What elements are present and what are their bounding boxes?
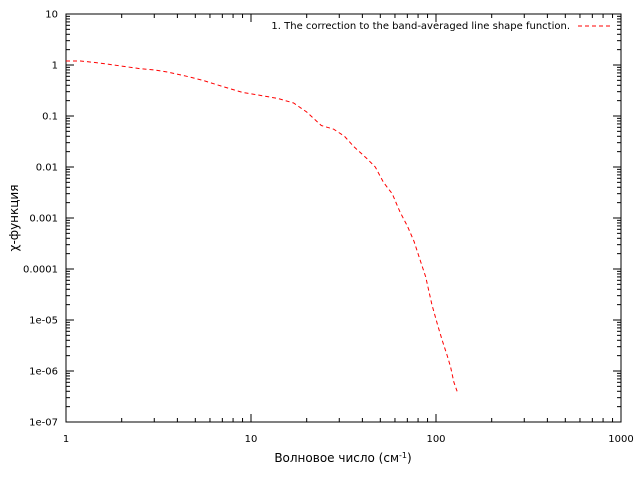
y-tick-label: 0.1 [42,112,58,123]
y-tick-label: 0.0001 [23,265,58,276]
x-axis-ticks: 1 10 100 1000 [63,14,634,445]
legend-entry-label: 1. The correction to the band-averaged l… [271,21,570,32]
y-tick-label: 1 [52,61,58,72]
x-tick-label: 1 [63,434,69,445]
x-tick-label: 100 [426,434,445,445]
series-line [66,60,458,392]
legend: 1. The correction to the band-averaged l… [271,21,610,32]
series-layer [66,60,458,392]
y-tick-label: 1e-07 [29,418,58,429]
y-tick-label: 0.001 [29,214,58,225]
x-tick-label: 1000 [608,434,633,445]
x-axis-title-sup: -1 [399,451,407,460]
y-tick-label: 1e-05 [29,316,58,327]
x-axis-title-suffix: ) [407,451,412,465]
x-tick-label: 10 [245,434,258,445]
plot-frame [65,13,622,423]
y-tick-label: 10 [45,10,58,21]
y-tick-label: 0.01 [36,163,58,174]
y-axis-title: χ-функция [7,185,21,252]
y-tick-label: 1e-06 [29,367,58,378]
y-axis-ticks: 1e-07 1e-06 1e-05 0.0001 0.001 0.01 0.1 1 10 [23,10,621,429]
x-axis-title: Волновое число (см-1) [274,451,411,466]
x-axis-title-main: Волновое число (см [274,451,399,465]
